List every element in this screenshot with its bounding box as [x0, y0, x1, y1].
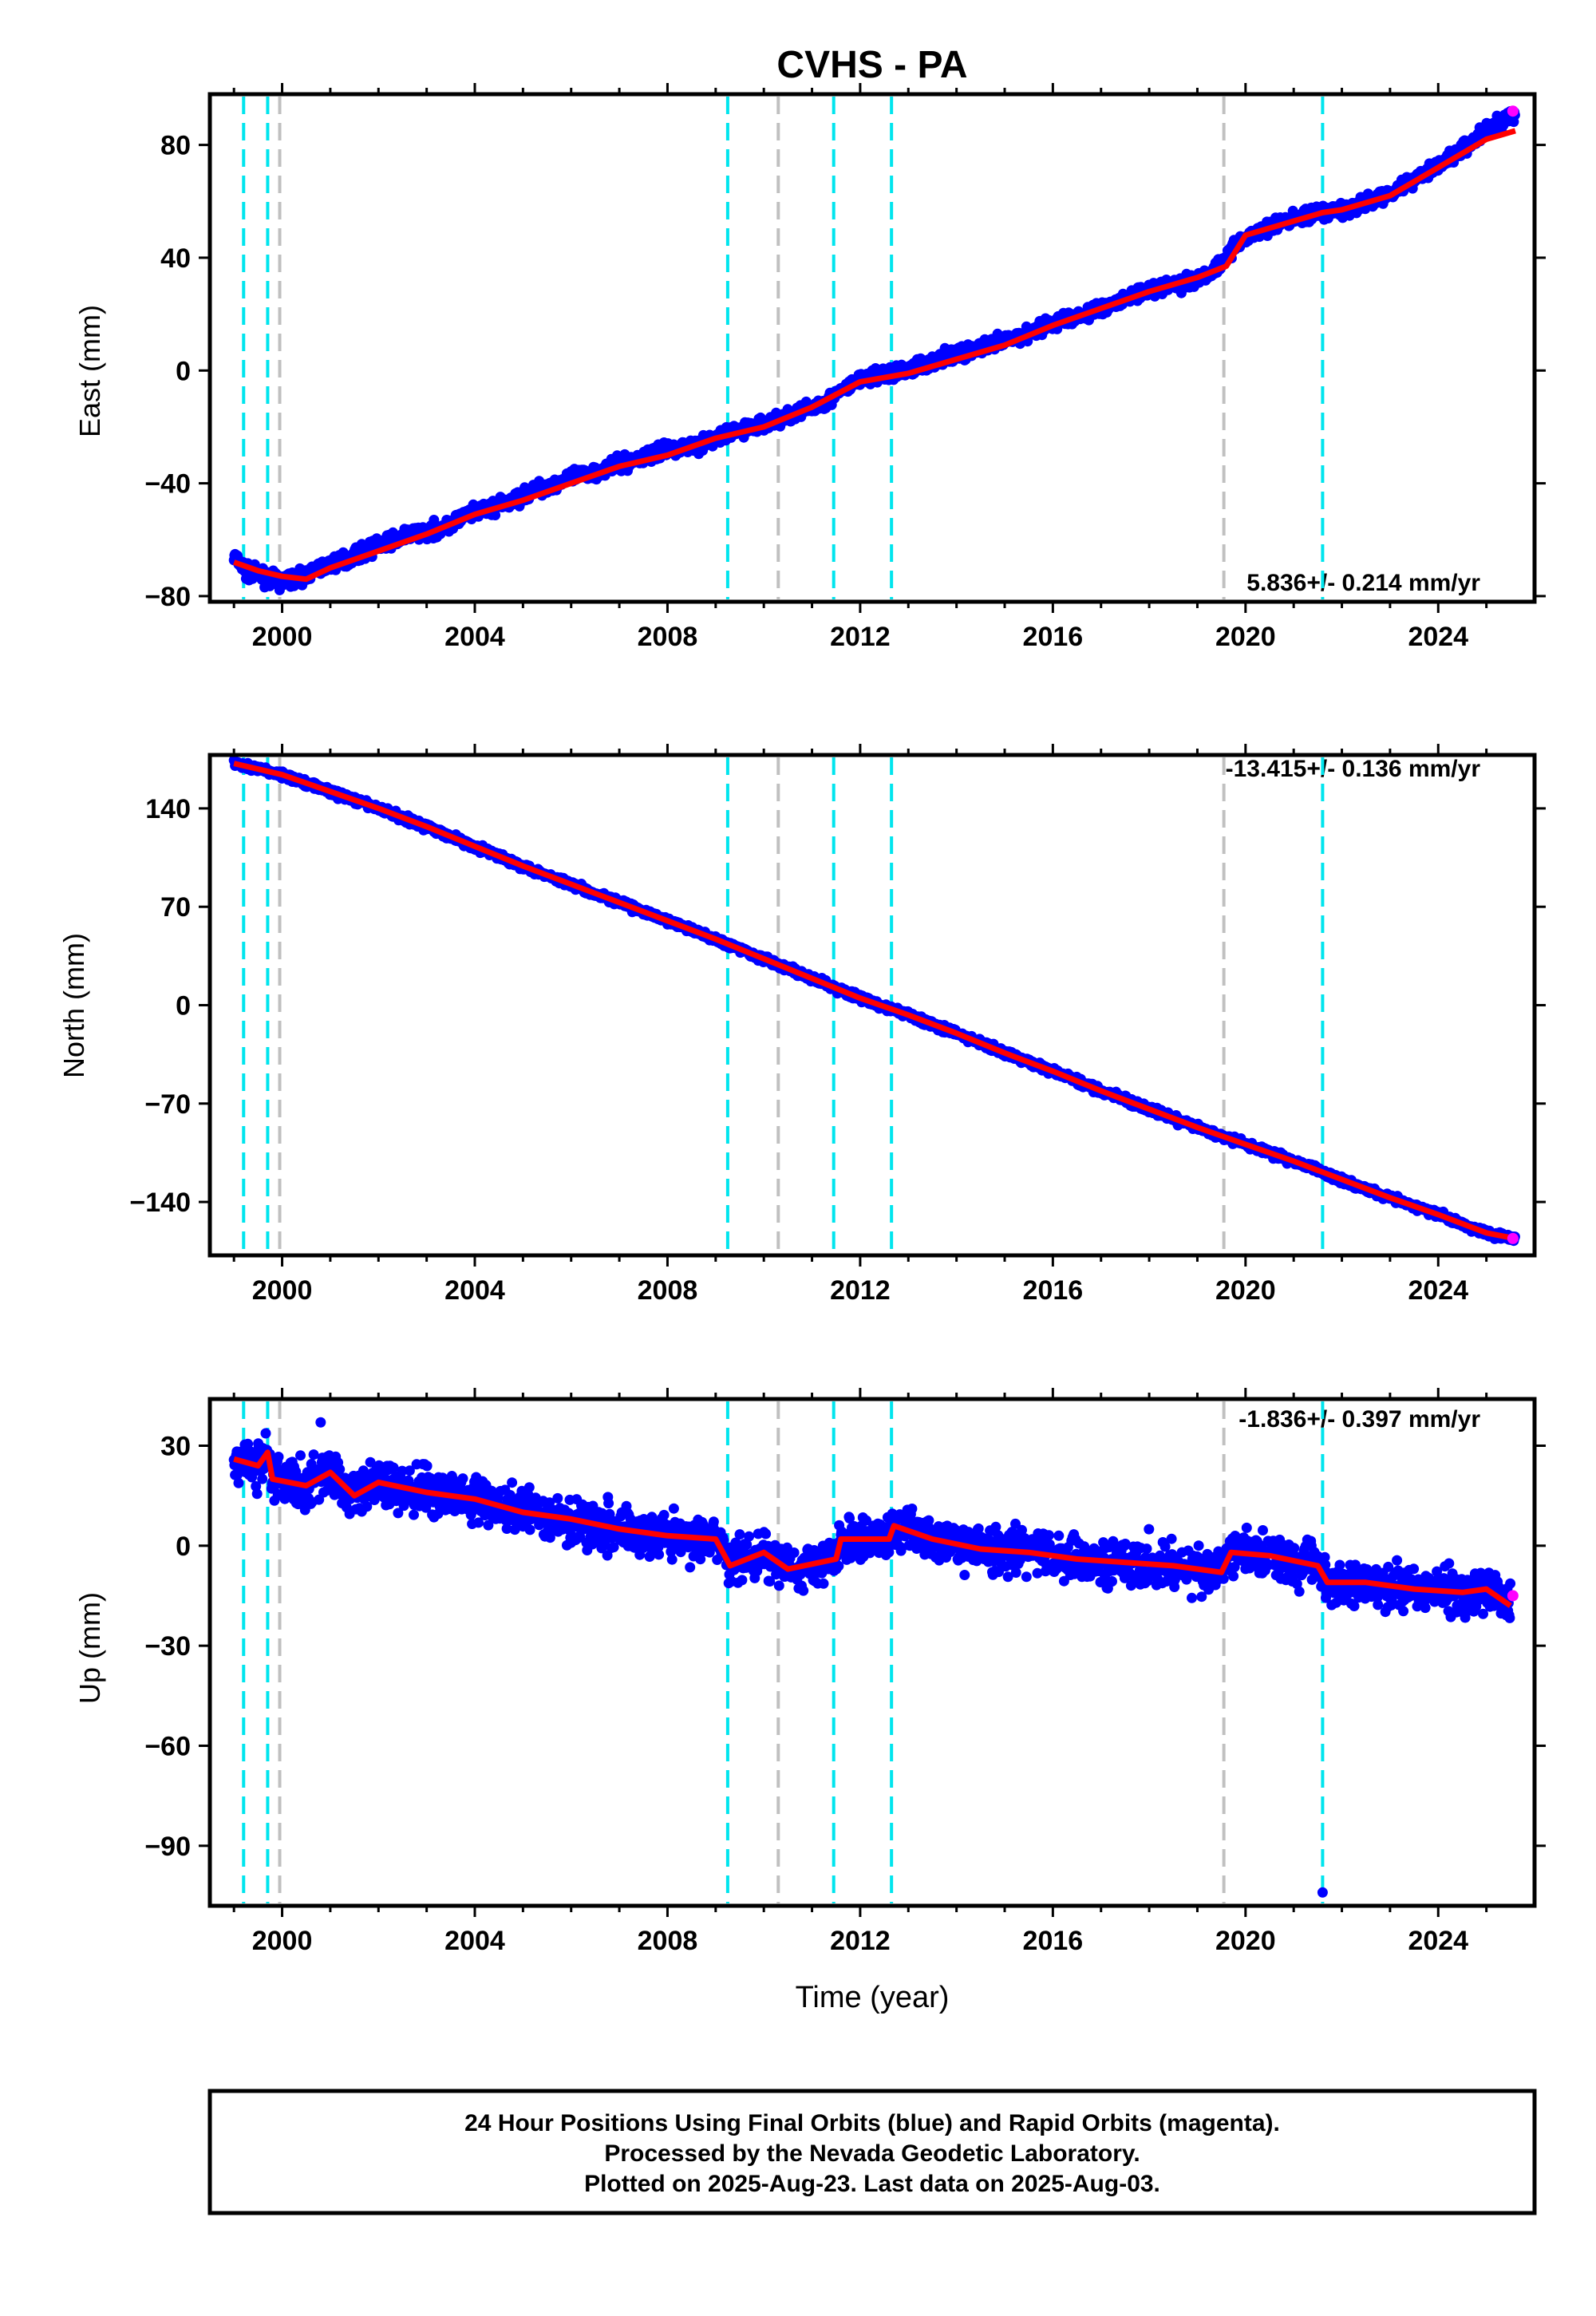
up-panel: Up (mm) -1.836+/- 0.397 mm/yr 2000 2004 20…: [73, 1388, 1546, 1956]
final-orbit-point: [409, 1509, 419, 1520]
plot-frame: [207, 92, 1537, 604]
x-tick-label: 2020: [1215, 1275, 1276, 1306]
final-orbit-points: [228, 106, 1520, 595]
y-tick-label: −40: [144, 469, 191, 500]
final-orbit-point: [257, 1473, 268, 1484]
y-tick-label: 0: [176, 356, 191, 386]
final-orbit-point: [334, 1464, 346, 1475]
final-orbit-point: [295, 1450, 306, 1461]
final-orbit-point: [251, 1488, 263, 1500]
north-rate-label: -13.415+/- 0.136 mm/yr: [1226, 756, 1481, 782]
rapid-orbit-point: [1507, 105, 1519, 117]
y-tick-label: 140: [145, 794, 191, 824]
east-panel: East (mm) 5.836+/- 0.214 mm/yr 2000 2004 2…: [73, 83, 1546, 652]
x-tick-label: 2000: [252, 622, 313, 652]
y-tick-label: 0: [176, 991, 191, 1022]
y-tick-label: −140: [129, 1188, 191, 1218]
chart-title: CVHS - PA: [776, 44, 967, 86]
x-tick-label: 2008: [638, 622, 698, 652]
x-tick-label: 2004: [444, 1275, 505, 1306]
east-y-label: East (mm): [73, 305, 106, 437]
east-rate-label: 5.836+/- 0.214 mm/yr: [1246, 570, 1480, 596]
x-tick-label: 2008: [638, 1275, 698, 1306]
north-panel: North (mm) -13.415+/- 0.136 mm/yr 2000 20…: [57, 744, 1546, 1306]
x-tick-label: 2024: [1408, 622, 1468, 652]
y-tick-label: 70: [160, 892, 191, 923]
up-y-label: Up (mm): [73, 1592, 106, 1704]
y-tick-label: 80: [160, 131, 191, 161]
x-tick-label: 2020: [1215, 622, 1276, 652]
rapid-orbit-point: [1507, 1232, 1519, 1244]
y-tick-label: −80: [144, 582, 191, 612]
x-tick-label: 2012: [830, 622, 891, 652]
model-fit-line: [233, 128, 1516, 583]
final-orbit-point: [233, 1477, 244, 1488]
up-rate-label: -1.836+/- 0.397 mm/yr: [1238, 1406, 1480, 1433]
x-tick-label: 2024: [1408, 1275, 1468, 1306]
final-orbit-point: [260, 1428, 271, 1439]
x-tick-label: 2016: [1023, 1275, 1084, 1306]
x-tick-label: 2012: [830, 1275, 891, 1306]
north-y-label: North (mm): [57, 933, 90, 1078]
x-tick-label: 2004: [444, 622, 505, 652]
x-tick-label: 2000: [252, 1275, 313, 1306]
x-tick-label: 2016: [1023, 622, 1084, 652]
y-tick-label: −70: [144, 1089, 191, 1120]
final-orbit-point: [421, 1460, 433, 1472]
y-tick-label: 40: [160, 243, 191, 274]
final-orbit-point: [273, 1452, 284, 1462]
